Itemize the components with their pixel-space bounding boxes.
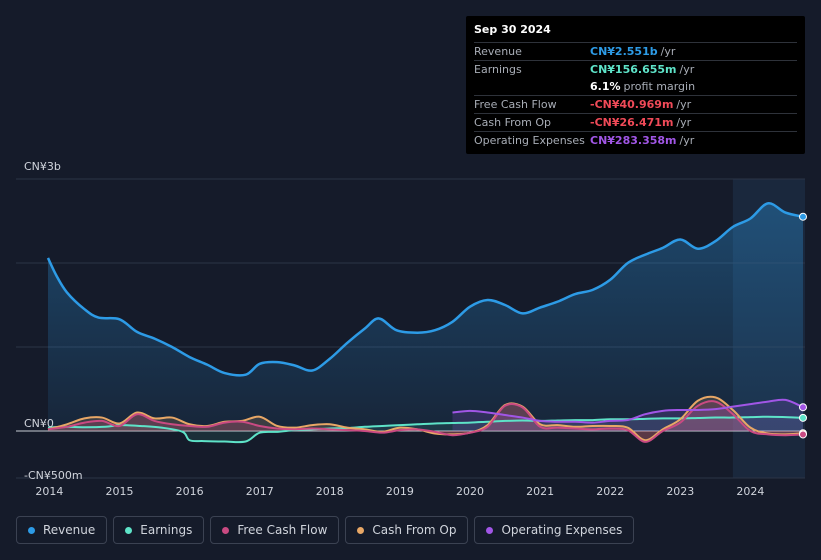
revenue-line: [46, 202, 804, 377]
legend-cash-from-op[interactable]: Cash From Op: [345, 516, 469, 544]
tooltip-row-free-cash-flow: Free Cash Flow -CN¥40.969m /yr: [474, 96, 797, 114]
x-axis-tick-label: 2019: [386, 485, 414, 498]
earnings-line: [47, 415, 804, 444]
x-axis-tick-label: 2020: [456, 485, 484, 498]
cash-from-op-line: [47, 395, 804, 442]
tooltip-unit: /yr: [676, 98, 692, 111]
x-axis-tick-label: 2022: [596, 485, 624, 498]
data-tooltip: Sep 30 2024 Revenue CN¥2.551b /yr Earnin…: [466, 16, 805, 154]
y-axis-label: -CN¥500m: [24, 469, 83, 482]
legend-label: Revenue: [43, 523, 96, 537]
tooltip-value: CN¥2.551b: [590, 45, 658, 58]
free-cash-flow-line: [47, 400, 804, 443]
legend-dot-icon: [486, 526, 494, 534]
tooltip-unit: /yr: [679, 134, 695, 147]
tooltip-unit: /yr: [660, 45, 676, 58]
revenue-area: [48, 203, 803, 431]
legend-label: Free Cash Flow: [237, 523, 328, 537]
legend-revenue[interactable]: Revenue: [16, 516, 108, 544]
x-axis-tick-label: 2018: [316, 485, 344, 498]
y-axis-label: CN¥3b: [24, 160, 61, 173]
x-axis-tick-label: 2015: [106, 485, 134, 498]
x-axis-tick-label: 2014: [35, 485, 63, 498]
tooltip-row-cash-from-op: Cash From Op -CN¥26.471m /yr: [474, 114, 797, 132]
earnings-end-marker: [799, 413, 807, 422]
y-axis-label: CN¥0: [24, 417, 54, 430]
legend-label: Earnings: [140, 523, 193, 537]
tooltip-row-earnings: Earnings CN¥156.655m /yr: [474, 61, 797, 78]
tooltip-label: [474, 78, 590, 95]
tooltip-value: -CN¥26.471m: [590, 116, 674, 129]
x-axis-tick-label: 2017: [246, 485, 274, 498]
chart-legend: Revenue Earnings Free Cash Flow Cash Fro…: [16, 516, 635, 544]
x-axis-tick-label: 2024: [736, 485, 764, 498]
operating-expenses-line: [452, 398, 804, 424]
tooltip-label: Earnings: [474, 63, 522, 76]
legend-operating-expenses[interactable]: Operating Expenses: [474, 516, 635, 544]
x-axis-tick-label: 2023: [666, 485, 694, 498]
tooltip-value: CN¥283.358m: [590, 134, 677, 147]
tooltip-value: -CN¥40.969m: [590, 98, 674, 111]
legend-label: Cash From Op: [372, 523, 457, 537]
legend-dot-icon: [28, 526, 35, 534]
revenue-end-marker: [799, 212, 807, 221]
tooltip-value: CN¥156.655m: [590, 63, 677, 76]
tooltip-unit: /yr: [676, 116, 692, 129]
operating-expenses-end-marker: [799, 403, 807, 412]
legend-dot-icon: [125, 526, 133, 534]
legend-dot-icon: [222, 526, 230, 534]
tooltip-label: Operating Expenses: [474, 134, 585, 147]
tooltip-row-profit-margin: 6.1% profit margin: [474, 78, 797, 96]
x-axis-tick-label: 2016: [176, 485, 204, 498]
tooltip-label: Revenue: [474, 45, 522, 58]
tooltip-unit: profit margin: [623, 80, 696, 93]
x-axis-tick-label: 2021: [526, 485, 554, 498]
tooltip-label: Free Cash Flow: [474, 98, 557, 111]
tooltip-label: Cash From Op: [474, 116, 552, 129]
tooltip-value: 6.1%: [590, 80, 621, 93]
tooltip-date: Sep 30 2024: [474, 23, 797, 43]
financial-chart: CN¥3b CN¥0 -CN¥500m 2014 2015 2016 2017 2018 201…: [16, 160, 807, 498]
free-cash-flow-end-marker: [799, 430, 807, 439]
legend-label: Operating Expenses: [501, 523, 623, 537]
legend-free-cash-flow[interactable]: Free Cash Flow: [210, 516, 340, 544]
tooltip-row-revenue: Revenue CN¥2.551b /yr: [474, 43, 797, 61]
legend-dot-icon: [357, 526, 365, 534]
tooltip-row-operating-expenses: Operating Expenses CN¥283.358m /yr: [474, 132, 797, 149]
legend-earnings[interactable]: Earnings: [113, 516, 205, 544]
tooltip-unit: /yr: [679, 63, 695, 76]
